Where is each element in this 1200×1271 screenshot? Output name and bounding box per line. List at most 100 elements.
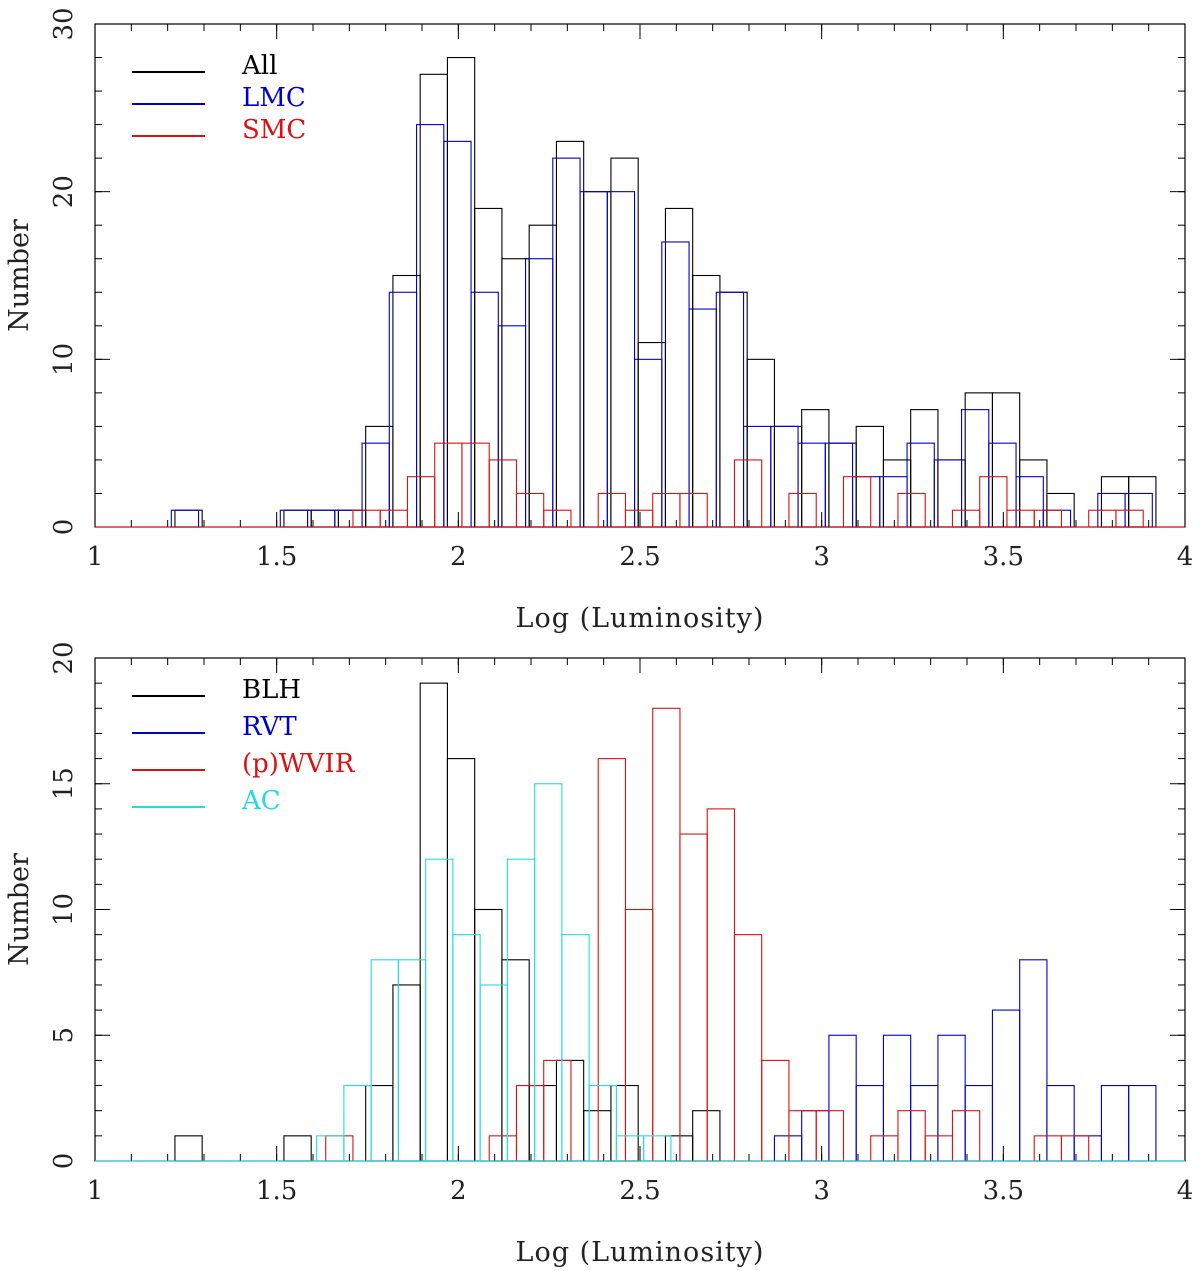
x-tick-label: 1	[87, 1176, 104, 1206]
x-tick-label: 4	[1177, 542, 1194, 572]
histogram-bar	[597, 492, 627, 528]
histogram-bar	[446, 758, 476, 1162]
histogram-bar	[679, 492, 708, 528]
series-smc	[95, 442, 1185, 528]
x-tick-label: 4	[1177, 1176, 1194, 1206]
legend-label: LMC	[242, 83, 306, 113]
histogram-bar	[652, 707, 681, 1162]
y-axis-label: Number	[4, 853, 35, 966]
histogram-bar	[1006, 509, 1035, 528]
histogram-bar	[828, 1034, 857, 1162]
series-ac	[95, 783, 1185, 1162]
histogram-bar	[474, 908, 503, 1162]
histogram-bar	[479, 984, 508, 1162]
histogram-bar	[1060, 1135, 1090, 1162]
histogram-bar	[506, 858, 536, 1162]
histogram-bar	[991, 1009, 1021, 1162]
x-axis-label: Log (Luminosity)	[516, 603, 765, 634]
histogram-bar	[316, 1135, 345, 1162]
y-tick-label: 10	[49, 343, 79, 376]
histogram-bar	[1033, 509, 1063, 528]
histogram-bar	[419, 682, 448, 1162]
x-tick-label: 1.5	[256, 542, 297, 572]
legend: BLH RVT (p)WVIR AC	[132, 675, 356, 816]
histogram-bar	[397, 959, 427, 1162]
histogram-bar	[488, 1135, 518, 1162]
histogram-bar	[1100, 1085, 1130, 1162]
y-tick-label: 0	[49, 519, 79, 536]
histogram-bar	[174, 1135, 203, 1162]
y-tick-label: 10	[49, 893, 79, 926]
histogram-bar	[664, 1135, 694, 1162]
histogram-bar	[406, 476, 436, 528]
y-tick-label: 20	[49, 641, 79, 674]
histogram-bar	[1033, 1135, 1063, 1162]
histogram-bar	[370, 959, 399, 1162]
legend-label: BLH	[242, 675, 301, 705]
x-tick-label: 2	[450, 542, 467, 572]
histogram-bar	[706, 808, 736, 1162]
histogram-bar	[643, 1135, 672, 1162]
histogram-bar	[588, 1085, 617, 1162]
x-tick-label: 2.5	[619, 1176, 660, 1206]
histogram-bar	[452, 934, 481, 1162]
histogram-bar	[561, 934, 590, 1162]
series-lmc	[95, 124, 1185, 528]
histogram-bar	[392, 984, 421, 1162]
histogram-bar	[692, 1110, 721, 1162]
histogram-bar	[461, 442, 490, 528]
y-tick-label: 15	[49, 767, 79, 800]
x-tick-label: 3.5	[983, 542, 1024, 572]
histogram-bar	[597, 758, 627, 1162]
legend-label: All	[241, 51, 277, 81]
histogram-bar	[733, 934, 763, 1162]
histogram-panel-1: 1 1.5 2 2.5 3 3.5 4 0 10 20 30 Log (Luminosity) Numb…	[4, 7, 1193, 634]
histogram-bar	[733, 459, 763, 528]
histogram-bar	[528, 1085, 557, 1162]
y-tick-label: 5	[49, 1027, 79, 1044]
histogram-bar	[534, 783, 563, 1162]
legend-label: RVT	[242, 712, 297, 742]
histogram-bar	[352, 509, 381, 528]
histogram-bar	[1073, 1135, 1102, 1162]
histogram-bar	[773, 1135, 803, 1162]
histogram-bar	[555, 1059, 585, 1162]
x-tick-label: 2	[450, 1176, 467, 1206]
histogram-bar	[1128, 1085, 1157, 1162]
legend-label: SMC	[242, 115, 306, 145]
histogram-bar	[951, 509, 981, 528]
legend-label: (p)WVIR	[242, 749, 356, 779]
histogram-bar	[543, 1059, 572, 1162]
x-tick-label: 1.5	[256, 1176, 297, 1206]
histogram-bar	[1115, 509, 1144, 528]
histogram-bar	[624, 908, 654, 1162]
histogram-bar	[515, 1085, 545, 1162]
histogram-panel-2: 1 1.5 2 2.5 3 3.5 4 0 5 10 15 20 Log (Luminosity) Num…	[4, 641, 1193, 1268]
histogram-bar	[924, 1135, 954, 1162]
histogram-bar	[1019, 959, 1048, 1162]
histogram-bar	[882, 1034, 912, 1162]
histogram-bar	[1046, 1085, 1075, 1162]
histogram-bar	[610, 1085, 639, 1162]
histogram-bar	[583, 1110, 612, 1162]
y-tick-label: 20	[49, 175, 79, 208]
histogram-bar	[842, 476, 872, 528]
histogram-bar	[679, 833, 708, 1162]
x-tick-label: 3	[813, 1176, 830, 1206]
series-rvt	[95, 959, 1185, 1162]
histogram-bar	[365, 1085, 394, 1162]
y-tick-label: 0	[49, 1153, 79, 1170]
histogram-bar	[343, 1085, 372, 1162]
x-tick-label: 2.5	[619, 542, 660, 572]
histogram-bar	[951, 1110, 981, 1162]
y-axis-label: Number	[4, 219, 35, 332]
histogram-bar	[515, 492, 545, 528]
histogram-bar	[910, 1085, 939, 1162]
histogram-bar	[788, 492, 817, 528]
histogram-bar	[897, 492, 926, 528]
histogram-bar	[501, 959, 530, 1162]
histogram-bar	[937, 1034, 966, 1162]
y-tick-label: 30	[49, 7, 79, 40]
